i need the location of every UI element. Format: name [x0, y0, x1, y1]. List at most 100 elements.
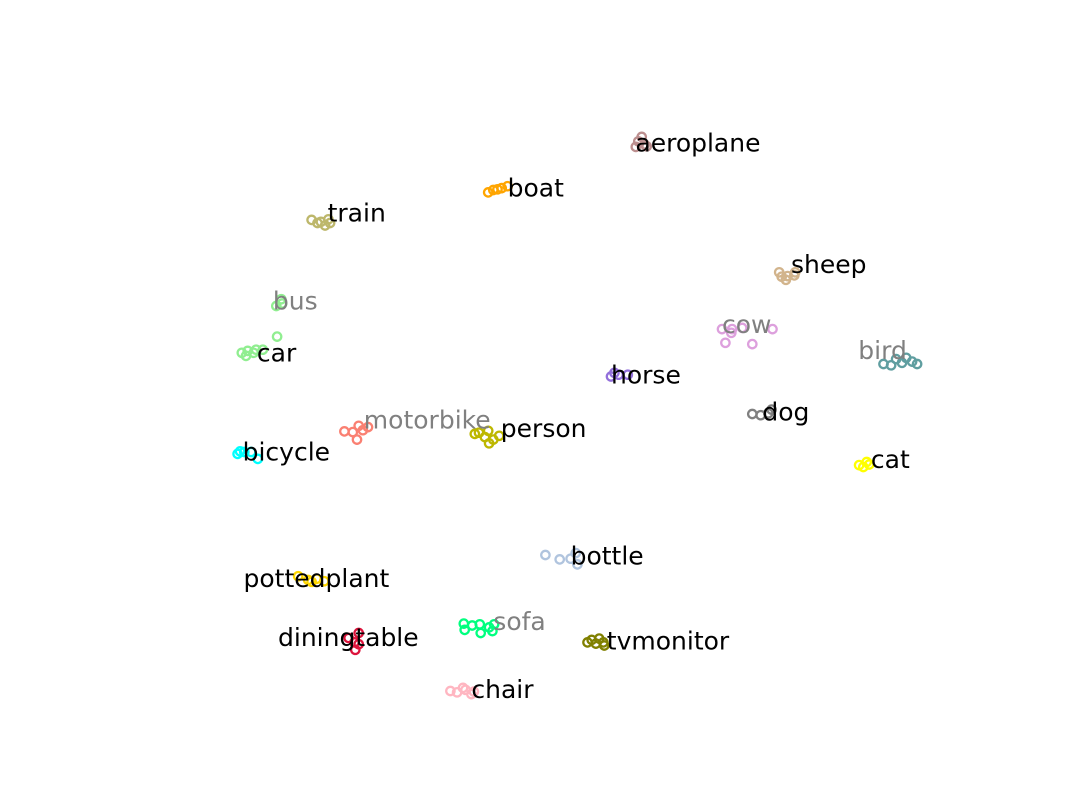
label-dog: dog — [762, 397, 809, 426]
point-bottle-0 — [540, 549, 551, 561]
marker-layer — [232, 131, 923, 700]
point-bicycle-1 — [238, 446, 250, 458]
label-motorbike: motorbike — [364, 406, 491, 435]
label-bird: bird — [858, 336, 907, 365]
point-pottedplant-0 — [292, 570, 304, 582]
point-horse-2 — [622, 369, 634, 381]
label-bicycle: bicycle — [243, 437, 330, 466]
label-pottedplant: pottedplant — [244, 564, 390, 593]
point-bus-0 — [270, 300, 282, 312]
point-bottle-1 — [554, 554, 566, 565]
series-cat — [853, 456, 875, 473]
point-train-4 — [312, 217, 323, 229]
point-chair-4 — [457, 682, 469, 694]
point-cow-3 — [720, 337, 731, 349]
point-cow-5 — [767, 323, 778, 335]
point-bus-2 — [271, 331, 283, 342]
point-tvmonitor-4 — [586, 634, 598, 646]
point-cow-4 — [746, 338, 758, 350]
label-bottle: bottle — [571, 542, 644, 571]
point-sofa-7 — [487, 625, 498, 637]
point-sofa-6 — [475, 627, 487, 639]
label-sofa: sofa — [493, 607, 545, 636]
point-aeroplane-4 — [630, 141, 642, 153]
point-bird-6 — [896, 357, 908, 369]
series-motorbike — [339, 420, 374, 445]
point-boat-2 — [502, 180, 513, 192]
point-chair-0 — [445, 685, 456, 697]
series-train — [306, 213, 336, 231]
point-pottedplant-4 — [306, 576, 317, 588]
series-bicycle — [232, 446, 264, 465]
point-bicycle-4 — [234, 446, 246, 457]
point-diningtable-4 — [353, 638, 365, 650]
series-car — [236, 344, 269, 362]
label-car: car — [257, 339, 297, 368]
point-cow-2 — [736, 322, 748, 334]
label-cow: cow — [722, 310, 772, 339]
point-car-5 — [248, 347, 259, 359]
series-person — [469, 425, 505, 449]
point-bird-5 — [885, 359, 897, 371]
label-diningtable: diningtable — [278, 623, 419, 652]
label-cat: cat — [871, 445, 910, 474]
point-cow-6 — [725, 327, 737, 339]
point-car-3 — [257, 344, 269, 356]
point-sofa-4 — [488, 618, 500, 630]
point-bicycle-0 — [232, 448, 243, 460]
label-train: train — [328, 198, 386, 227]
label-layer: aeroplane boat train sheep bus cow car bird hors… — [243, 128, 910, 704]
label-person: person — [501, 414, 587, 443]
point-train-5 — [323, 213, 334, 225]
series-diningtable — [343, 627, 365, 656]
series-sheep — [773, 266, 801, 286]
point-aeroplane-2 — [636, 131, 648, 143]
point-motorbike-0 — [339, 426, 350, 437]
point-person-4 — [483, 437, 495, 449]
point-aeroplane-3 — [641, 140, 653, 152]
point-sheep-4 — [780, 274, 792, 286]
series-dog — [746, 404, 777, 421]
series-boat — [482, 180, 513, 198]
point-bird-4 — [911, 358, 923, 370]
point-bus-1 — [275, 293, 287, 305]
point-cat-2 — [857, 461, 869, 473]
point-cat-3 — [863, 459, 875, 470]
point-boat-4 — [496, 182, 508, 194]
point-sheep-5 — [789, 266, 801, 278]
point-motorbike-5 — [353, 420, 365, 432]
point-tvmonitor-5 — [598, 640, 610, 651]
point-bottle-4 — [570, 547, 582, 559]
label-sheep: sheep — [791, 250, 867, 279]
series-chair — [445, 682, 480, 700]
point-bus-3 — [276, 298, 288, 309]
point-dog-0 — [746, 408, 758, 420]
point-boat-0 — [482, 187, 494, 198]
point-pottedplant-3 — [318, 575, 330, 587]
label-chair: chair — [471, 675, 534, 704]
series-aeroplane — [630, 131, 653, 153]
point-bicycle-2 — [245, 446, 257, 458]
point-motorbike-3 — [351, 434, 363, 445]
point-chair-3 — [468, 686, 480, 697]
point-cow-0 — [716, 323, 728, 335]
series-pottedplant — [292, 570, 330, 588]
label-aeroplane: aeroplane — [635, 128, 760, 157]
point-sofa-5 — [459, 624, 471, 636]
point-bicycle-3 — [252, 453, 264, 465]
point-horse-3 — [609, 367, 620, 379]
point-person-3 — [493, 430, 505, 442]
label-horse: horse — [611, 361, 681, 390]
label-bus: bus — [273, 286, 318, 315]
series-bird — [878, 352, 923, 371]
label-boat: boat — [508, 173, 564, 202]
point-dog-3 — [762, 407, 774, 419]
series-horse — [605, 367, 634, 382]
series-bus — [270, 293, 288, 342]
series-tvmonitor — [582, 633, 610, 651]
point-person-6 — [482, 425, 494, 437]
point-chair-5 — [466, 688, 477, 700]
label-tvmonitor: tvmonitor — [607, 626, 730, 655]
point-diningtable-2 — [353, 627, 365, 639]
